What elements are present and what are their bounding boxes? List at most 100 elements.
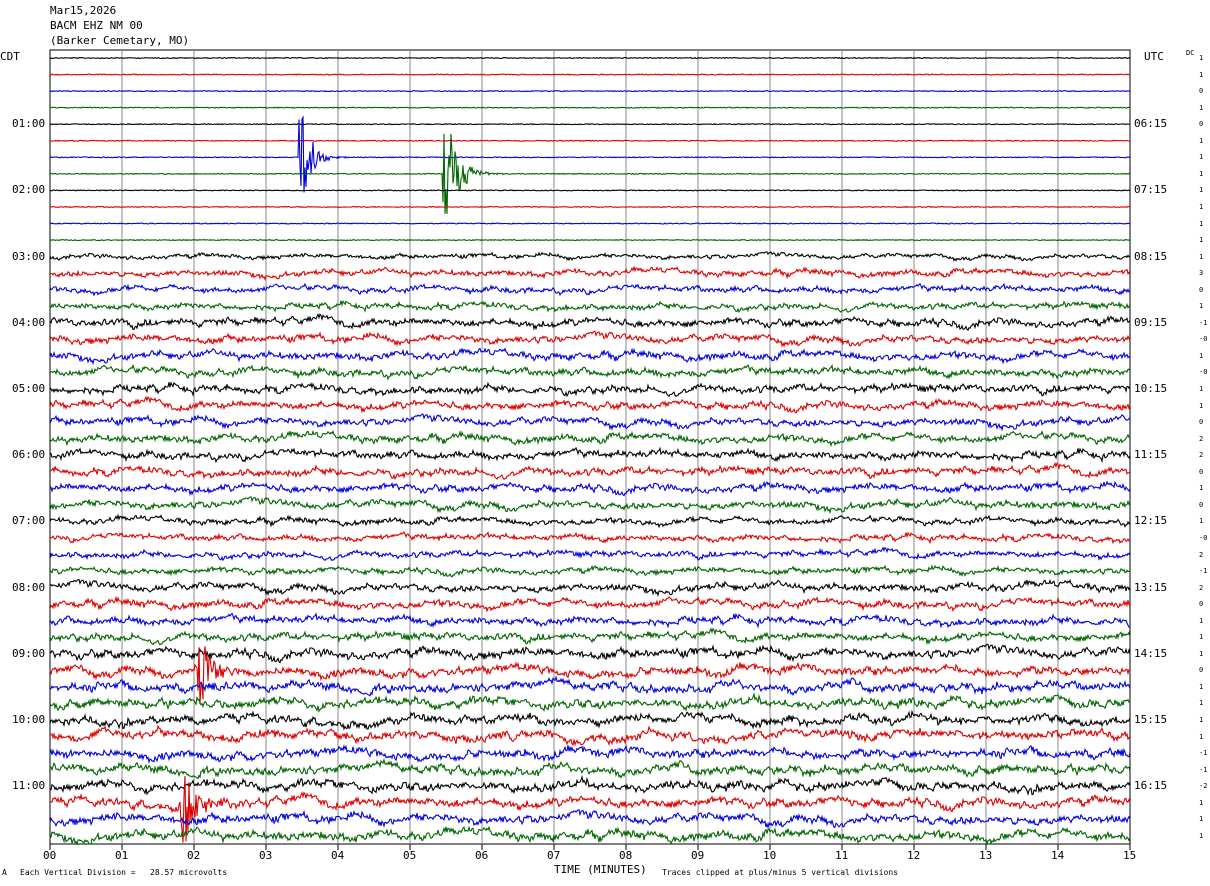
- x-axis-title: TIME (MINUTES): [554, 863, 647, 876]
- x-tick-label: 04: [331, 849, 345, 862]
- dc-offset-value: -1: [1199, 749, 1208, 758]
- recording-date: Mar15,2026: [50, 4, 117, 17]
- trace-line: [49, 643, 1131, 664]
- right-hour-label: 12:15: [1134, 514, 1168, 528]
- trace-line: [49, 330, 1131, 348]
- trace-line: [49, 531, 1131, 545]
- dc-offset-value: -1: [1199, 567, 1208, 576]
- dc-offset-value: 0: [1199, 666, 1204, 675]
- dc-offset-value: 0: [1199, 467, 1204, 476]
- x-tick-label: 08: [619, 849, 633, 862]
- trace-line: [49, 461, 1131, 481]
- dc-offset-value: 1: [1199, 136, 1204, 145]
- left-hour-label: 07:00: [12, 514, 46, 528]
- dc-label: DC: [1186, 49, 1195, 57]
- right-hour-label: 11:15: [1134, 448, 1168, 462]
- trace-line: [49, 299, 1131, 313]
- dc-offset-value: 1: [1199, 54, 1204, 62]
- trace-line: [49, 313, 1131, 331]
- trace-line: [49, 774, 1131, 796]
- dc-offset-value: 1: [1199, 815, 1204, 824]
- x-tick-label: 03: [259, 849, 273, 862]
- trace-line: [49, 251, 1131, 262]
- dc-offset-value: -0: [1199, 533, 1208, 542]
- dc-offset-value: 1: [1199, 302, 1204, 311]
- plot-frame: [49, 49, 1131, 845]
- dc-offset-value: 1: [1199, 236, 1204, 245]
- trace-line: [49, 347, 1131, 366]
- trace-line: [49, 413, 1131, 432]
- x-tick-label: 15: [1123, 849, 1137, 862]
- dc-offset-value: -1: [1199, 318, 1208, 327]
- dc-offset-value: 2: [1199, 451, 1204, 460]
- right-timezone-label: UTC: [1144, 50, 1164, 63]
- trace-line: [49, 744, 1131, 765]
- trace-line: [49, 238, 1131, 242]
- trace-line: [50, 133, 1131, 214]
- dc-offset-value: 0: [1199, 418, 1204, 427]
- right-hour-label: 09:15: [1134, 315, 1168, 329]
- trace-line: [49, 675, 1131, 697]
- dc-offset-value: -2: [1199, 782, 1208, 791]
- trace-line: [49, 363, 1131, 381]
- trace-line: [49, 115, 1131, 193]
- trace-line: [49, 646, 1131, 705]
- trace-line: [49, 692, 1131, 713]
- trace-line: [49, 282, 1131, 297]
- x-tick-label: 13: [979, 849, 993, 862]
- trace-line: [49, 513, 1131, 529]
- trace-line: [49, 139, 1130, 142]
- dc-offset-value: 1: [1199, 385, 1204, 393]
- right-hour-label: 15:15: [1134, 713, 1168, 726]
- trace-line: [49, 546, 1131, 562]
- dc-offset-value: 1: [1199, 831, 1204, 840]
- x-tick-label: 05: [403, 849, 417, 862]
- x-tick-label: 11: [835, 849, 849, 862]
- left-hour-label: 02:00: [12, 183, 46, 197]
- dc-offset-value: -1: [1199, 765, 1208, 774]
- trace-line: [49, 709, 1131, 731]
- dc-offset-value: 1: [1199, 401, 1204, 410]
- x-tick-label: 14: [1051, 849, 1065, 862]
- dc-offset-value: 1: [1199, 517, 1204, 526]
- trace-line: [49, 123, 1131, 126]
- right-hour-label: 07:15: [1134, 183, 1168, 197]
- trace-line: [49, 189, 1131, 192]
- left-hour-label: 03:00: [12, 249, 46, 263]
- dc-offset-value: 1: [1199, 252, 1204, 261]
- dc-offset-value: 1: [1199, 219, 1204, 228]
- trace-line: [49, 89, 1131, 93]
- trace-line: [49, 825, 1131, 845]
- dc-offset-value: 0: [1199, 285, 1204, 294]
- left-hour-label: 08:00: [12, 580, 46, 594]
- dc-offset-value: -0: [1199, 335, 1208, 344]
- dc-offset-value: 1: [1199, 70, 1204, 79]
- left-hour-label: 10:00: [12, 713, 46, 726]
- dc-offset-value: 1: [1199, 798, 1204, 807]
- station-location: (Barker Cemetary, MO): [50, 34, 190, 47]
- dc-offset-value: 1: [1199, 202, 1204, 211]
- x-tick-label: 12: [907, 849, 921, 862]
- trace-line: [49, 627, 1131, 646]
- x-tick-label: 06: [475, 849, 489, 862]
- left-hour-label: 05:00: [12, 382, 46, 395]
- trace-line: [49, 724, 1131, 747]
- dc-offset-value: 1: [1199, 153, 1204, 162]
- dc-offset-value: 0: [1199, 87, 1204, 96]
- dc-offset-value: 1: [1199, 682, 1204, 691]
- left-hour-label: 11:00: [12, 779, 46, 793]
- trace-line: [49, 56, 1131, 60]
- trace-line: [49, 496, 1131, 515]
- right-hour-label: 10:15: [1134, 382, 1168, 395]
- trace-line: [49, 564, 1131, 578]
- trace-line: [49, 106, 1130, 109]
- dc-offset-value: 1: [1199, 351, 1204, 360]
- trace-line: [49, 395, 1131, 414]
- right-hour-label: 06:15: [1134, 117, 1168, 131]
- trace-line: [49, 73, 1131, 76]
- clip-note: Traces clipped at plus/minus 5 vertical …: [662, 868, 899, 877]
- dc-offset-value: 1: [1199, 732, 1204, 741]
- trace-line: [50, 265, 1131, 281]
- corner-mark: A: [2, 868, 7, 877]
- trace-line: [49, 222, 1131, 225]
